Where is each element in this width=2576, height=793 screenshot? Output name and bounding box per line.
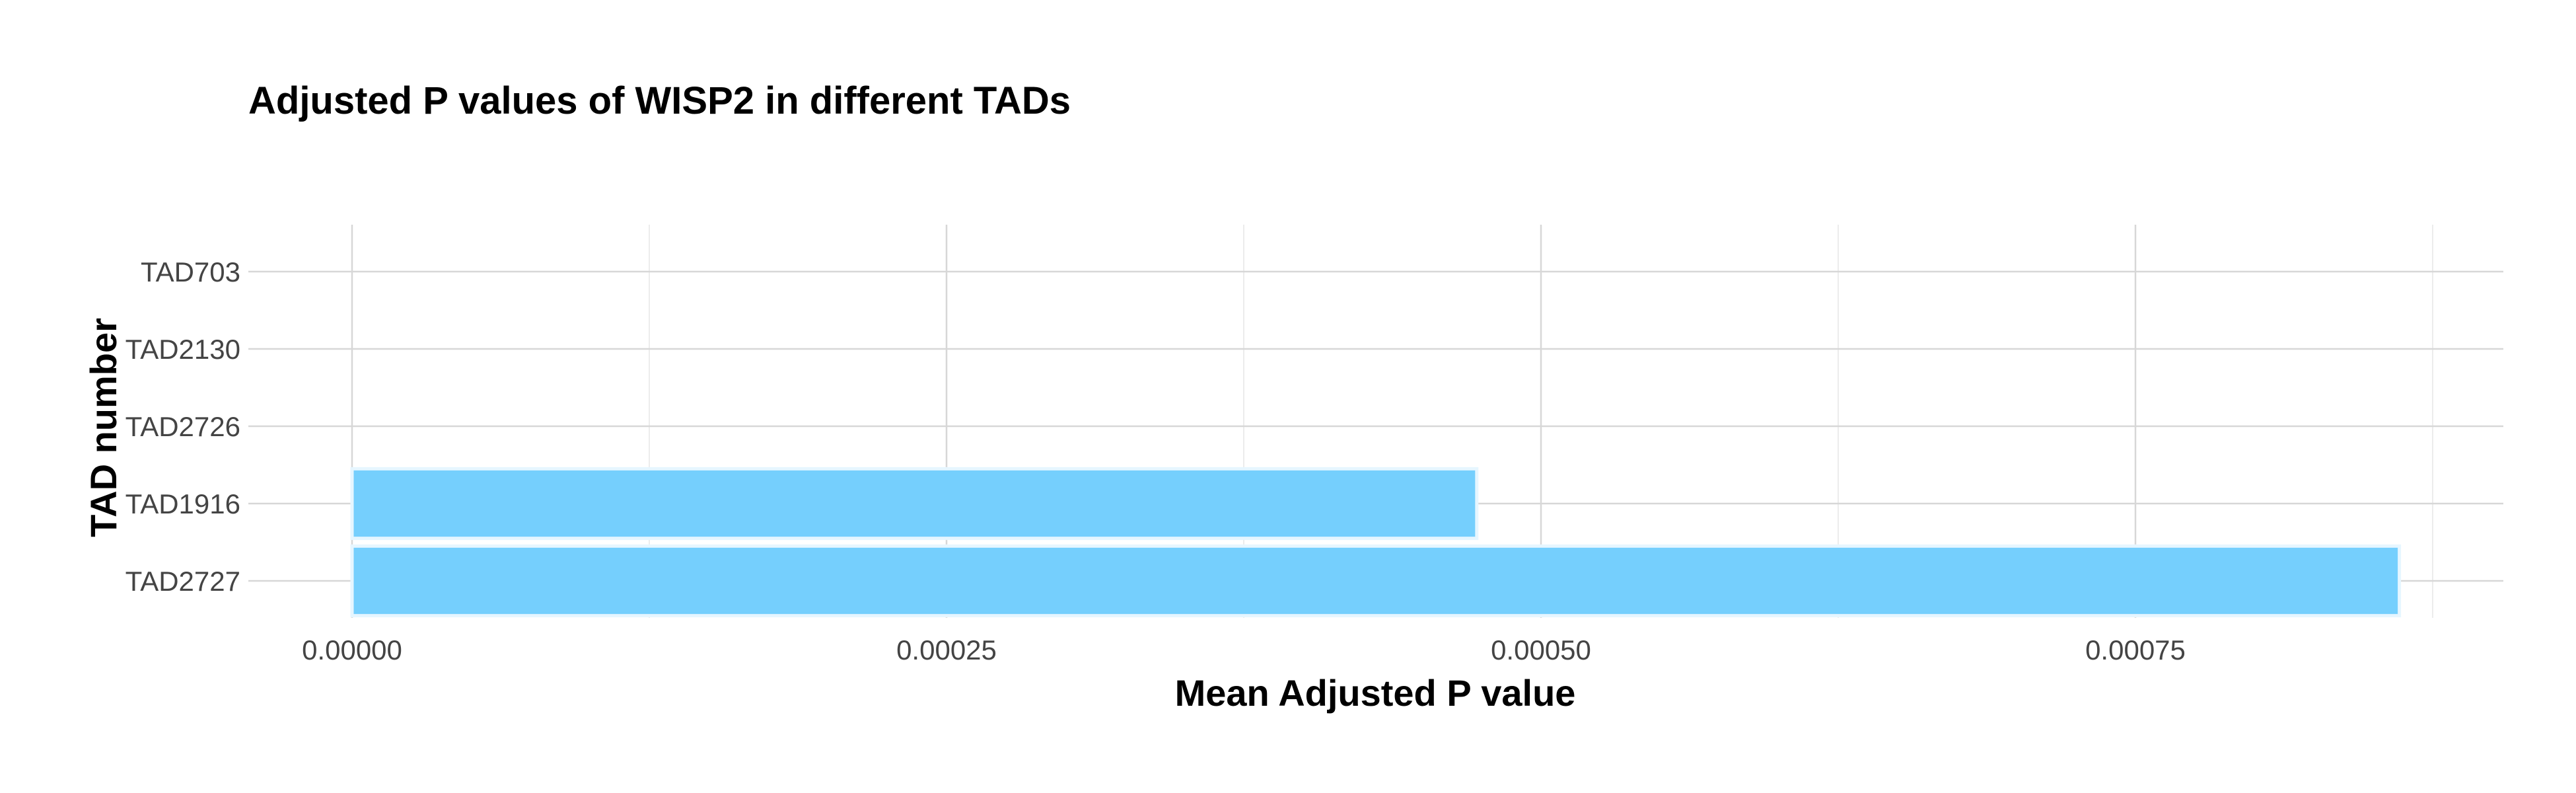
bars	[350, 467, 2402, 618]
y-axis-title: TAD number	[83, 318, 124, 537]
x-tick-label: 0.00025	[896, 634, 997, 665]
y-tick-label: TAD2727	[125, 566, 240, 597]
y-tick-label: TAD2130	[125, 334, 240, 365]
x-axis-title: Mean Adjusted P value	[1175, 672, 1576, 714]
y-tick-label: TAD2726	[125, 411, 240, 442]
bar-tad1916	[350, 467, 1479, 541]
y-axis-tick-labels: TAD703 TAD2130 TAD2726 TAD1916 TAD2727	[125, 256, 240, 597]
bar-tad2727	[350, 544, 2402, 618]
chart-title: Adjusted P values of WISP2 in different …	[248, 79, 1071, 122]
y-tick-label: TAD1916	[125, 488, 240, 519]
y-tick-label: TAD703	[141, 256, 240, 287]
x-axis-tick-labels: 0.00000 0.00025 0.00050 0.00075	[302, 634, 2186, 665]
x-tick-label: 0.00075	[2085, 634, 2186, 665]
x-tick-label: 0.00050	[1491, 634, 1591, 665]
x-tick-label: 0.00000	[302, 634, 402, 665]
